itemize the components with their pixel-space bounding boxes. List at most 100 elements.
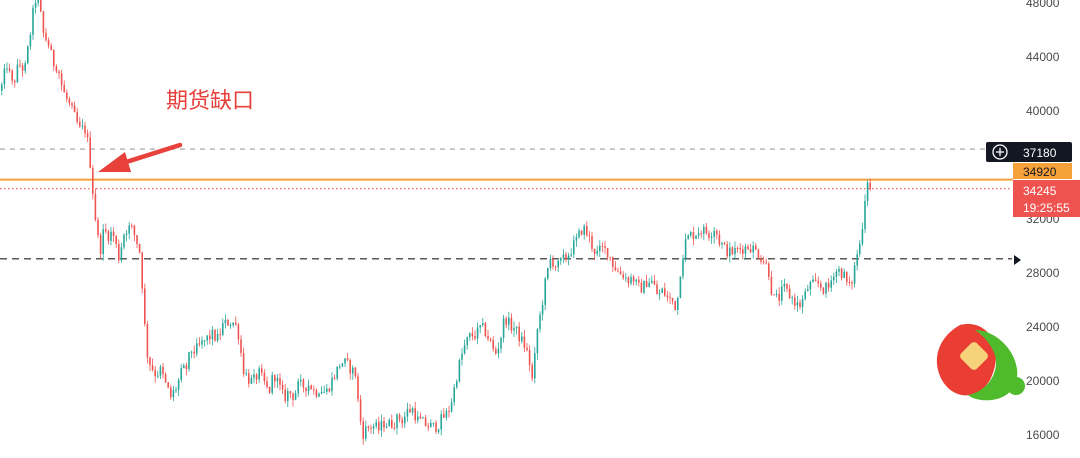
candle-body bbox=[224, 319, 227, 324]
candle-body bbox=[89, 137, 91, 168]
candle-body bbox=[502, 318, 505, 338]
candle-body bbox=[523, 336, 526, 348]
candle-body bbox=[151, 365, 154, 370]
candle-body bbox=[435, 422, 437, 432]
candle-body bbox=[105, 229, 107, 232]
candle-body bbox=[833, 276, 835, 281]
candle-body bbox=[497, 348, 500, 354]
candle-body bbox=[518, 326, 520, 342]
candle-body bbox=[276, 377, 279, 382]
y-tick-label: 20000 bbox=[1026, 374, 1060, 388]
candle-body bbox=[830, 280, 832, 288]
candle-body bbox=[669, 297, 671, 299]
candle-body bbox=[684, 239, 687, 259]
candle-body bbox=[640, 282, 643, 293]
candle-body bbox=[391, 419, 393, 428]
candle-body bbox=[253, 374, 255, 378]
candle-body bbox=[591, 236, 593, 249]
candle-body bbox=[531, 365, 533, 379]
candle-body bbox=[68, 98, 71, 104]
candle-body bbox=[42, 11, 45, 33]
candle-body bbox=[671, 297, 674, 302]
candle-body bbox=[708, 233, 710, 238]
candle-body bbox=[362, 421, 364, 439]
gap-annotation-label: 期货缺口 bbox=[166, 89, 254, 114]
candle-body bbox=[562, 254, 565, 258]
candle-body bbox=[588, 235, 591, 237]
candle-body bbox=[752, 245, 754, 253]
candle-body bbox=[305, 387, 307, 392]
candle-body bbox=[248, 373, 250, 384]
candle-body bbox=[385, 426, 388, 428]
candle-body bbox=[697, 233, 700, 236]
candle-body bbox=[409, 409, 411, 413]
reference-price-tag[interactable]: 37180 bbox=[986, 142, 1072, 162]
candle-body bbox=[812, 279, 814, 282]
candle-body bbox=[526, 347, 528, 351]
candle-body bbox=[216, 334, 219, 341]
candle-body bbox=[622, 274, 624, 279]
candle-body bbox=[534, 353, 536, 379]
gap-price-tag: 34920 bbox=[1013, 163, 1072, 179]
candle-body bbox=[120, 247, 123, 261]
candle-body bbox=[539, 314, 541, 330]
candle-body bbox=[484, 323, 487, 337]
candle-body bbox=[292, 393, 294, 400]
candle-body bbox=[461, 353, 463, 360]
y-tick-label: 48000 bbox=[1026, 0, 1060, 10]
candle-body bbox=[703, 226, 705, 234]
candle-body bbox=[240, 339, 242, 353]
candle-body bbox=[848, 281, 851, 283]
candle-body bbox=[92, 167, 94, 195]
candle-body bbox=[352, 367, 354, 374]
reference-tag-bg bbox=[986, 142, 1072, 162]
candlestick-series bbox=[1, 0, 871, 445]
candle-body bbox=[760, 258, 762, 262]
candle-body bbox=[188, 352, 190, 369]
candle-body bbox=[336, 366, 338, 379]
y-tick-label: 44000 bbox=[1026, 50, 1060, 64]
candle-body bbox=[773, 294, 775, 296]
candle-body bbox=[437, 429, 440, 432]
candle-body bbox=[443, 414, 445, 418]
candle-body bbox=[866, 182, 869, 201]
candle-body bbox=[211, 329, 214, 340]
candle-body bbox=[339, 366, 341, 368]
candle-body bbox=[81, 125, 84, 127]
candle-body bbox=[859, 243, 861, 255]
candle-body bbox=[255, 374, 258, 380]
candle-body bbox=[544, 278, 546, 305]
add-alert-icon[interactable] bbox=[992, 144, 1008, 160]
candle-body bbox=[94, 194, 97, 220]
candle-body bbox=[266, 381, 268, 387]
candle-body bbox=[263, 372, 266, 382]
candle-body bbox=[107, 231, 110, 241]
candle-body bbox=[445, 411, 448, 418]
candle-body bbox=[619, 271, 622, 275]
candle-body bbox=[658, 292, 661, 295]
candle-body bbox=[73, 105, 76, 113]
candle-body bbox=[24, 63, 26, 71]
last-price-value: 34245 bbox=[1023, 184, 1057, 198]
candle-body bbox=[45, 32, 47, 41]
candle-body bbox=[567, 255, 570, 260]
candle-body bbox=[331, 377, 333, 392]
candle-body bbox=[281, 384, 284, 390]
candle-body bbox=[765, 262, 767, 264]
candle-body bbox=[185, 365, 188, 369]
candle-body bbox=[250, 377, 253, 384]
candle-body bbox=[258, 368, 260, 380]
candle-body bbox=[118, 244, 120, 261]
candle-body bbox=[682, 258, 684, 277]
candle-body bbox=[154, 369, 156, 377]
candle-body bbox=[586, 225, 588, 236]
candle-body bbox=[21, 65, 24, 71]
candle-body bbox=[573, 240, 575, 255]
candle-body bbox=[869, 182, 871, 189]
candle-body bbox=[757, 249, 760, 259]
candle-body bbox=[268, 386, 271, 393]
candle-body bbox=[625, 277, 627, 279]
candle-body bbox=[232, 322, 234, 326]
candle-body bbox=[378, 422, 380, 431]
